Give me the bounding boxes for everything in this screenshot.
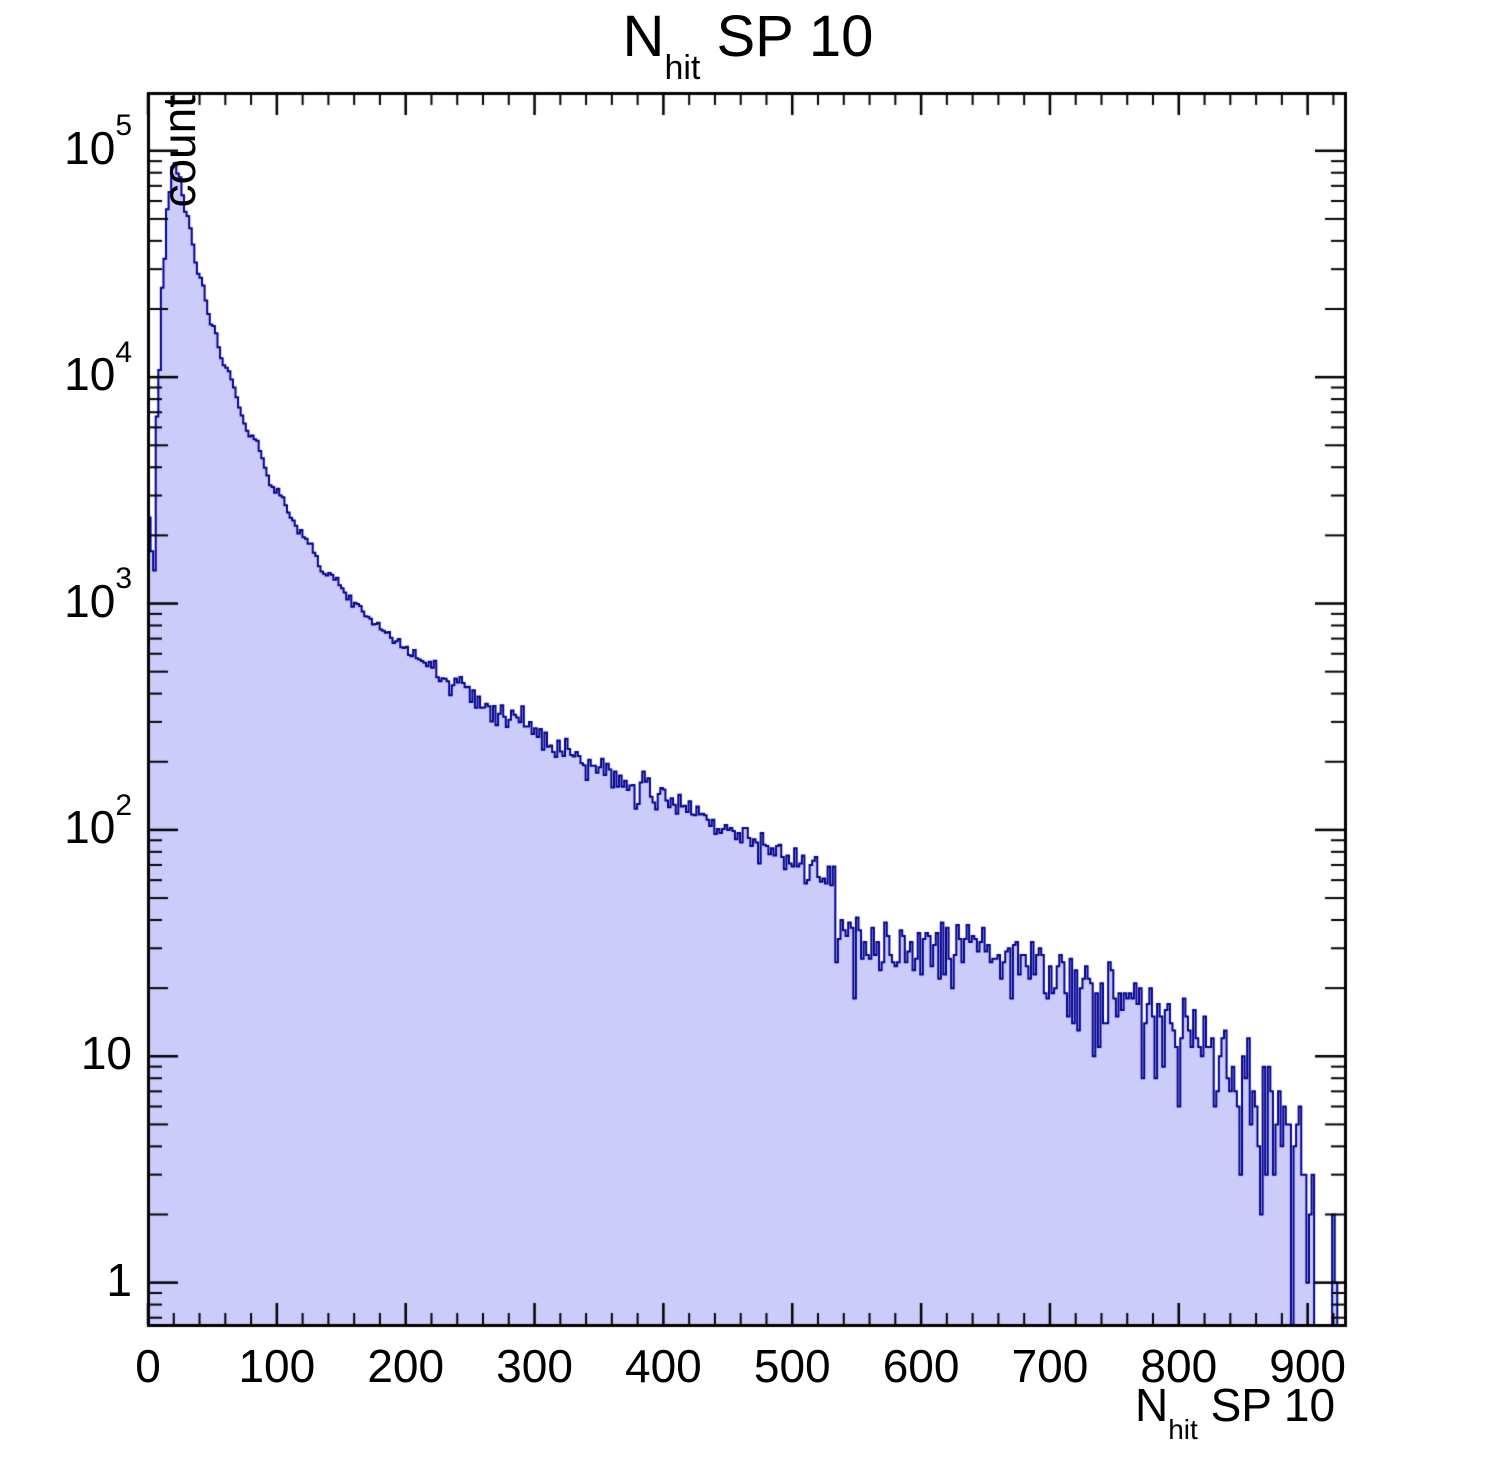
x-tick-label: 400 (625, 1340, 702, 1392)
chart-title-base: N (622, 4, 665, 69)
x-tick-label: 100 (238, 1340, 316, 1392)
x-tick-label: 900 (1269, 1340, 1346, 1392)
y-tick-exponent: 2 (115, 788, 132, 822)
y-tick-exponent: 5 (115, 109, 132, 143)
y-tick-mantissa: 10 (64, 348, 116, 401)
y-tick-mantissa: 10 (80, 1027, 132, 1080)
x-tick-label: 0 (135, 1340, 161, 1392)
chart-title-subscript: hit (664, 48, 701, 87)
y-tick-label: 102 (12, 789, 132, 854)
y-tick-mantissa: 10 (64, 574, 116, 627)
chart-title: Nhit SP 10 (0, 6, 1496, 89)
x-axis-title-suffix: SP 10 (1197, 1379, 1336, 1431)
x-axis-title-subscript: hit (1168, 1414, 1198, 1446)
y-tick-label: 103 (12, 562, 132, 628)
y-tick-exponent: 4 (115, 335, 132, 369)
y-axis-title: count (153, 95, 205, 208)
y-tick-mantissa: 10 (64, 121, 116, 174)
x-axis-title: Nhit SP 10 (1135, 1378, 1336, 1445)
x-tick-label: 700 (1011, 1340, 1089, 1392)
y-tick-label: 1 (12, 1253, 132, 1307)
x-axis-title-base: N (1135, 1379, 1169, 1431)
y-tick-mantissa: 10 (64, 800, 116, 853)
y-tick-label: 105 (12, 109, 132, 175)
x-tick-label: 800 (1140, 1340, 1218, 1392)
x-tick-label: 500 (753, 1340, 831, 1392)
y-tick-mantissa: 1 (106, 1253, 132, 1306)
chart-title-suffix: SP 10 (700, 4, 874, 69)
y-tick-label: 104 (12, 336, 132, 401)
x-tick-label: 600 (882, 1340, 960, 1392)
x-tick-label: 300 (496, 1340, 573, 1392)
y-tick-exponent: 3 (115, 562, 132, 596)
y-tick-label: 10 (12, 1026, 132, 1080)
x-tick-label: 200 (367, 1340, 445, 1392)
